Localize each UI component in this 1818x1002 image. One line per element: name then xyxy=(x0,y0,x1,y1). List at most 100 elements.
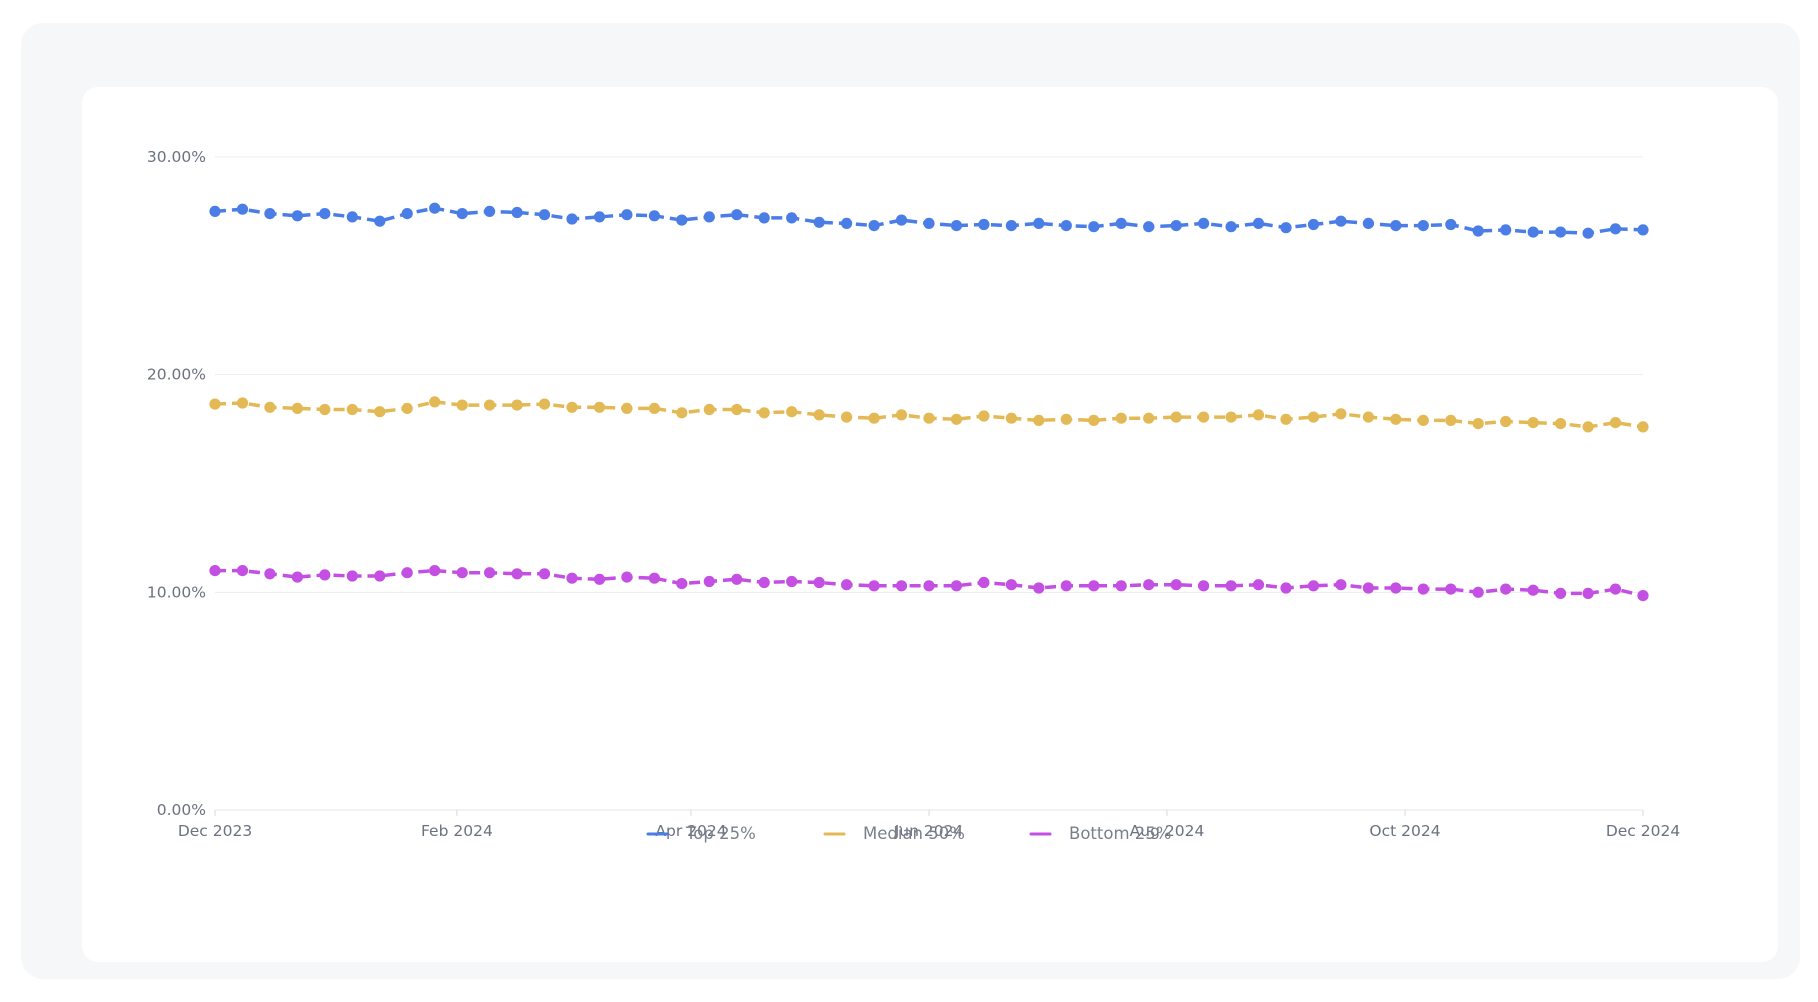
data-point xyxy=(895,409,908,421)
data-point xyxy=(1033,217,1045,229)
data-point xyxy=(621,402,633,414)
data-point xyxy=(1390,220,1402,232)
data-point xyxy=(1445,583,1457,595)
data-point xyxy=(1417,414,1429,426)
data-point xyxy=(621,571,633,583)
data-point xyxy=(1417,583,1429,595)
axes: 0.00% 10.00% 20.00% 30.00% Dec 2023 Feb 2024 A… xyxy=(147,148,1680,840)
chart-card: 0.00% 10.00% 20.00% 30.00% Dec 2023 Feb 2024 A… xyxy=(82,87,1778,962)
data-point xyxy=(346,211,358,223)
data-point xyxy=(1472,225,1484,237)
legend-item: Bottom 25% xyxy=(1029,824,1171,843)
data-point xyxy=(1500,415,1512,428)
series-layer xyxy=(209,202,1649,602)
data-point xyxy=(291,402,303,414)
data-point xyxy=(1252,409,1265,421)
data-point xyxy=(676,578,688,590)
data-point xyxy=(703,211,715,223)
data-point xyxy=(374,570,386,582)
data-point xyxy=(978,218,990,231)
chart-container: 0.00% 10.00% 20.00% 30.00% Dec 2023 Feb 2024 A… xyxy=(21,23,1800,979)
data-point xyxy=(1417,220,1429,232)
data-point xyxy=(374,406,386,418)
data-point xyxy=(456,399,468,411)
data-point xyxy=(841,411,853,423)
data-point xyxy=(401,402,413,414)
data-point xyxy=(264,568,276,580)
grid-lines xyxy=(215,156,1643,811)
data-point xyxy=(868,412,880,424)
x-tick-label: Apr 2024 xyxy=(655,822,726,840)
data-point xyxy=(731,403,743,416)
data-point xyxy=(868,580,880,592)
data-point xyxy=(703,575,715,588)
data-point xyxy=(429,396,441,408)
data-point xyxy=(950,220,963,232)
data-point xyxy=(1170,220,1182,232)
data-point xyxy=(1582,587,1594,599)
data-point xyxy=(1527,584,1539,596)
data-point xyxy=(1500,224,1512,236)
data-point xyxy=(1472,418,1484,430)
data-point xyxy=(923,580,935,592)
data-point xyxy=(1307,411,1320,423)
x-tick-label: Dec 2023 xyxy=(178,822,252,840)
data-point xyxy=(1527,226,1539,238)
data-point xyxy=(484,567,496,579)
data-point xyxy=(648,402,661,414)
data-point xyxy=(1060,413,1072,425)
data-point xyxy=(868,220,880,232)
x-tick-label: Feb 2024 xyxy=(421,822,493,840)
data-point xyxy=(1115,217,1127,229)
data-point xyxy=(1088,221,1100,233)
data-point xyxy=(291,210,303,222)
data-point xyxy=(511,399,523,411)
x-tick-label: Dec 2024 xyxy=(1606,822,1680,840)
data-point xyxy=(209,205,221,217)
y-tick-label: 10.00% xyxy=(147,583,206,601)
data-point xyxy=(648,572,661,584)
data-point xyxy=(950,413,963,425)
data-point xyxy=(813,216,825,228)
data-point xyxy=(895,214,908,226)
data-point xyxy=(484,399,496,411)
data-point xyxy=(236,397,249,409)
data-point xyxy=(1445,414,1457,426)
data-point xyxy=(1527,417,1539,429)
data-point xyxy=(264,208,276,220)
data-point xyxy=(758,212,770,224)
data-point xyxy=(1280,582,1292,594)
data-point xyxy=(511,206,523,219)
data-point xyxy=(621,209,633,221)
data-point xyxy=(1143,221,1155,233)
data-point xyxy=(1609,223,1622,235)
legend: Top 25% Median 50% Bottom 25% xyxy=(646,824,1171,843)
legend-item: Top 25% xyxy=(646,824,756,843)
x-tick-label: Aug 2024 xyxy=(1130,822,1205,840)
data-point xyxy=(1307,580,1320,592)
data-point xyxy=(676,214,688,226)
data-point xyxy=(813,576,825,589)
data-point xyxy=(1472,586,1484,598)
data-point xyxy=(1390,582,1402,594)
data-point xyxy=(1637,421,1649,433)
data-point xyxy=(978,576,990,589)
data-point xyxy=(291,571,303,583)
data-point xyxy=(319,208,331,220)
legend-item: Median 50% xyxy=(823,824,965,843)
data-point xyxy=(1005,412,1018,424)
data-point xyxy=(1280,413,1292,425)
data-point xyxy=(813,409,825,421)
data-point xyxy=(1445,218,1457,231)
data-point xyxy=(758,407,770,419)
data-point xyxy=(1637,224,1649,236)
data-point xyxy=(1555,418,1567,430)
data-point xyxy=(236,565,249,577)
data-point xyxy=(236,203,249,215)
data-point xyxy=(511,568,523,580)
data-point xyxy=(841,217,853,229)
legend-label: Median 50% xyxy=(863,824,965,843)
data-point xyxy=(456,208,468,220)
data-point xyxy=(1060,580,1072,592)
data-point xyxy=(786,406,798,418)
